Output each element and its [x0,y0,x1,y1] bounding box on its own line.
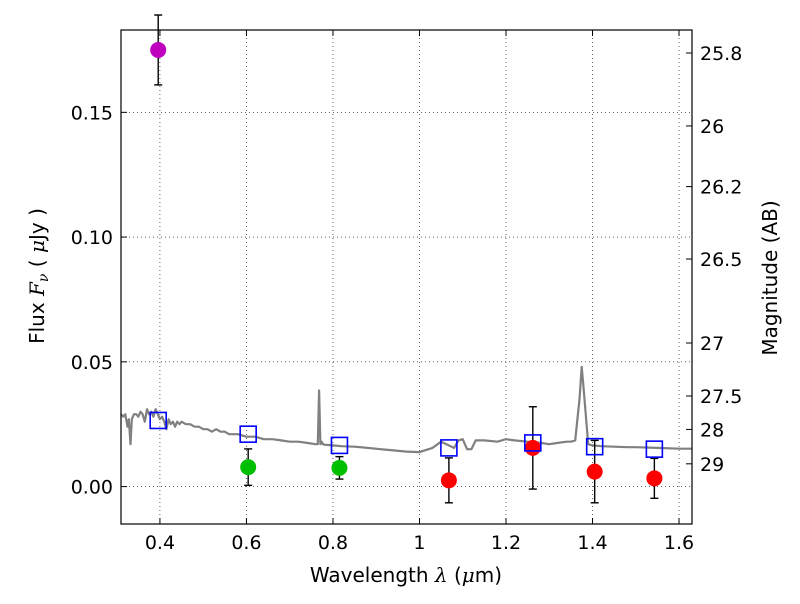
model-spectrum-line [120,365,692,454]
model-photometry-square [440,439,458,457]
plot-frame [120,29,693,525]
y2-tick-label: 26 [700,116,724,138]
y-tick-label: 0.05 [71,352,113,374]
y-axis-label: Flux Fν ( μJy ) [25,208,52,344]
model-spectrum-layer [120,365,692,454]
y2-tick-label: 27 [700,333,724,355]
model-photometry-square [585,437,604,456]
y2-axis-label: Magnitude (AB) [758,200,782,355]
x-tick-label: 1.6 [664,532,694,554]
x-tick-label: 1.2 [491,532,521,554]
axis-ticks: 0.4 0.6 0.8 1 1.2 1.4 1.6 0.00 0.05 0.10 0.15 25.8 2… [71,30,742,554]
x-tick-label: 0.6 [231,532,261,554]
y-tick-label: 0.10 [71,227,113,249]
observed-point [150,41,167,58]
observed-point [440,472,457,489]
observed-points-layer [150,41,663,489]
y2-tick-label: 29 [700,454,724,476]
y2-tick-label: 26.5 [700,249,742,271]
model-photometry-square [524,434,542,452]
x-tick-label: 1.4 [577,532,607,554]
x-tick-label: 1 [413,532,425,554]
x-tick-label: 0.4 [145,532,175,554]
model-photometry-square [239,425,257,443]
grid-lines [121,30,692,524]
y2-tick-label: 25.8 [700,43,742,65]
model-photometry-square [645,440,664,458]
observed-point [646,470,663,487]
model-photometry-square [149,411,168,430]
y2-tick-label: 26.2 [700,177,742,199]
observed-point [331,459,348,476]
y-tick-label: 0.15 [71,102,113,124]
observed-point [586,463,603,480]
model-photometry-layer [149,411,664,458]
error-bar-layer [154,14,659,504]
y2-tick-label: 28 [700,419,724,441]
x-axis-label: Wavelength λ (μm) [310,563,502,587]
observed-point [524,439,541,456]
y-tick-label: 0.00 [71,477,113,499]
observed-point [240,459,257,476]
model-photometry-square [330,436,349,455]
y2-tick-label: 27.5 [700,386,742,408]
x-tick-label: 0.8 [318,532,348,554]
